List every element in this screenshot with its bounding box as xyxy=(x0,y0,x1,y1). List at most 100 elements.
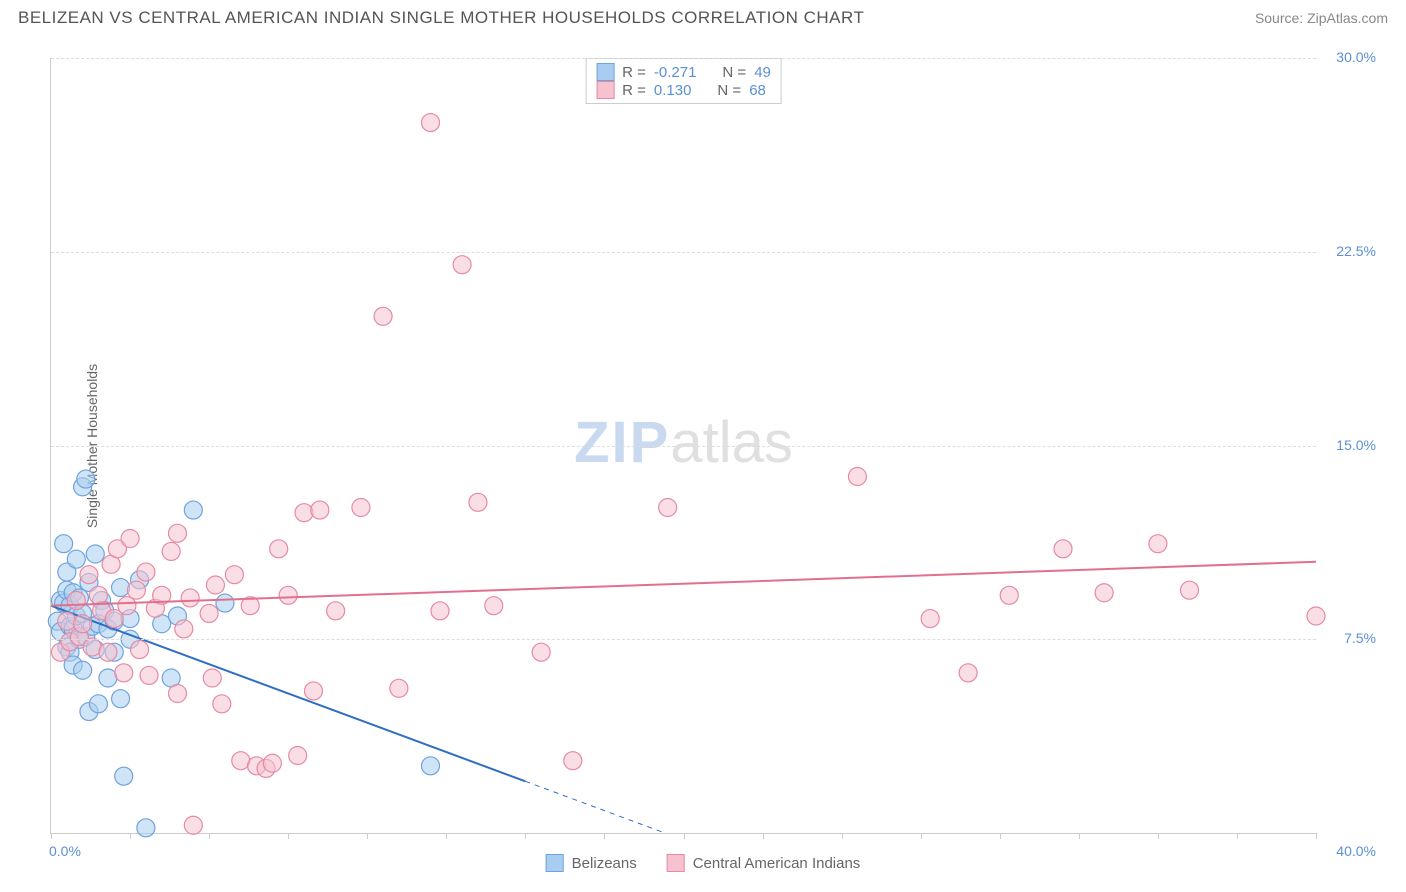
data-point xyxy=(67,592,85,610)
data-point xyxy=(118,597,136,615)
stats-n-label: N = xyxy=(717,82,741,99)
x-tick xyxy=(446,833,447,839)
data-point xyxy=(127,581,145,599)
data-point xyxy=(304,682,322,700)
legend-item: Central American Indians xyxy=(667,854,861,872)
data-point xyxy=(89,695,107,713)
stats-row: R =-0.271N =49 xyxy=(596,63,771,81)
data-point xyxy=(55,535,73,553)
legend-label: Belizeans xyxy=(572,855,637,872)
trend-line-dashed xyxy=(525,781,665,833)
stats-r-value: 0.130 xyxy=(654,82,692,99)
data-point xyxy=(327,602,345,620)
stats-r-value: -0.271 xyxy=(654,64,697,81)
y-tick-label: 30.0% xyxy=(1336,49,1376,65)
data-point xyxy=(80,566,98,584)
x-tick xyxy=(842,833,843,839)
data-point xyxy=(74,661,92,679)
data-point xyxy=(121,530,139,548)
x-tick xyxy=(288,833,289,839)
x-tick xyxy=(763,833,764,839)
gridline xyxy=(51,252,1316,253)
data-point xyxy=(184,816,202,834)
data-point xyxy=(295,504,313,522)
data-point xyxy=(374,307,392,325)
x-tick xyxy=(525,833,526,839)
data-point xyxy=(422,114,440,132)
data-point xyxy=(200,604,218,622)
data-point xyxy=(431,602,449,620)
data-point xyxy=(140,666,158,684)
stats-legend-box: R =-0.271N =49R =0.130N =68 xyxy=(585,58,782,104)
data-point xyxy=(99,643,117,661)
source-label: Source: ZipAtlas.com xyxy=(1255,10,1388,26)
data-point xyxy=(89,586,107,604)
data-point xyxy=(169,524,187,542)
data-point xyxy=(1054,540,1072,558)
legend-item: Belizeans xyxy=(546,854,637,872)
legend-swatch xyxy=(546,854,564,872)
stats-row: R = 0.130 N = 68 xyxy=(596,81,771,99)
data-point xyxy=(181,589,199,607)
data-point xyxy=(77,470,95,488)
data-point xyxy=(131,641,149,659)
data-point xyxy=(225,566,243,584)
data-point xyxy=(1095,584,1113,602)
data-point xyxy=(1181,581,1199,599)
data-point xyxy=(175,620,193,638)
data-point xyxy=(112,579,130,597)
x-tick xyxy=(1000,833,1001,839)
x-tick xyxy=(130,833,131,839)
data-point xyxy=(162,542,180,560)
x-tick xyxy=(51,833,52,839)
data-point xyxy=(58,612,76,630)
series-swatch xyxy=(596,63,614,81)
stats-n-label: N = xyxy=(722,64,746,81)
data-point xyxy=(203,669,221,687)
data-point xyxy=(959,664,977,682)
legend-label: Central American Indians xyxy=(693,855,861,872)
data-point xyxy=(453,256,471,274)
data-point xyxy=(1000,586,1018,604)
data-point xyxy=(86,545,104,563)
data-point xyxy=(659,499,677,517)
data-point xyxy=(1149,535,1167,553)
chart-title: BELIZEAN VS CENTRAL AMERICAN INDIAN SING… xyxy=(18,8,864,28)
data-point xyxy=(67,550,85,568)
data-point xyxy=(921,610,939,628)
data-point xyxy=(206,576,224,594)
data-point xyxy=(564,752,582,770)
x-tick xyxy=(604,833,605,839)
x-tick xyxy=(367,833,368,839)
stats-n-value: 68 xyxy=(749,82,766,99)
data-point xyxy=(311,501,329,519)
data-point xyxy=(390,679,408,697)
x-tick xyxy=(684,833,685,839)
data-point xyxy=(848,468,866,486)
gridline xyxy=(51,639,1316,640)
data-point xyxy=(137,563,155,581)
data-point xyxy=(184,501,202,519)
x-tick xyxy=(1237,833,1238,839)
gridline xyxy=(51,446,1316,447)
data-point xyxy=(289,747,307,765)
data-point xyxy=(1307,607,1325,625)
y-tick-label: 7.5% xyxy=(1344,630,1376,646)
data-point xyxy=(137,819,155,837)
data-point xyxy=(422,757,440,775)
data-point xyxy=(169,685,187,703)
data-point xyxy=(213,695,231,713)
stats-r-label: R = xyxy=(622,82,646,99)
data-point xyxy=(352,499,370,517)
chart-plot-area: ZIPatlas R =-0.271N =49R =0.130N =68 7.5… xyxy=(50,58,1316,834)
x-tick xyxy=(1079,833,1080,839)
y-tick-label: 22.5% xyxy=(1336,243,1376,259)
header-bar: BELIZEAN VS CENTRAL AMERICAN INDIAN SING… xyxy=(0,0,1406,32)
bottom-legend: Belizeans Central American Indians xyxy=(546,854,861,872)
data-point xyxy=(532,643,550,661)
data-point xyxy=(279,586,297,604)
data-point xyxy=(469,493,487,511)
x-tick xyxy=(1316,833,1317,839)
data-point xyxy=(115,664,133,682)
gridline xyxy=(51,58,1316,59)
